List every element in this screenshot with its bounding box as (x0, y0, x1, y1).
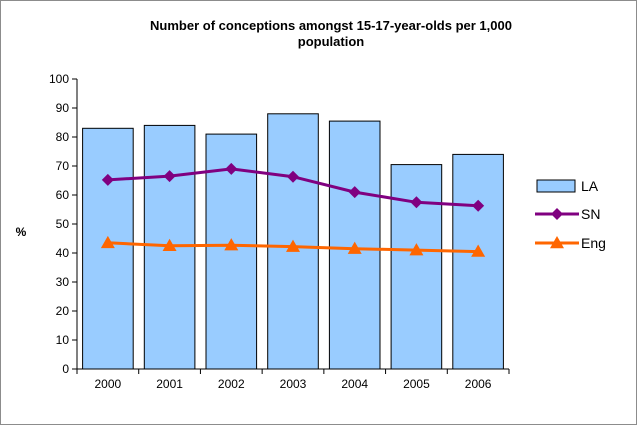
x-tick-label-2002: 2002 (218, 377, 245, 391)
legend-swatch-la (536, 179, 576, 193)
point-eng-2005 (409, 243, 424, 256)
point-sn-2000 (101, 173, 114, 186)
axes-layer: 0 10 20 30 40 50 60 70 80 90 100 2000 2001 2002 2003 20… (49, 72, 510, 391)
y-tick-label-90: 90 (56, 101, 70, 115)
y-tick-label-30: 30 (56, 275, 70, 289)
point-eng-2006 (471, 244, 486, 257)
point-eng-2000 (100, 235, 115, 249)
legend-label-la: LA (581, 178, 599, 194)
point-sn-2003 (287, 170, 299, 183)
chart-title-line-2: population (298, 34, 364, 49)
chart-title-line-1: Number of conceptions amongst 15-17-year… (150, 18, 512, 33)
legend-marker-sn (551, 208, 563, 220)
bar-la-2006 (452, 153, 504, 370)
point-sn-2005 (410, 196, 423, 209)
x-tick-label-2001: 2001 (156, 377, 183, 391)
legend: LA SN Eng (535, 178, 606, 251)
x-tick-label-2003: 2003 (280, 377, 307, 391)
y-tick-label-20: 20 (56, 304, 70, 318)
point-sn-2006 (472, 199, 485, 212)
bar-la-2000 (82, 127, 134, 370)
point-sn-2002 (225, 162, 238, 175)
y-tick-label-10: 10 (56, 333, 70, 347)
y-tick-label-80: 80 (56, 130, 70, 144)
point-sn-2001 (163, 170, 176, 183)
y-axis-label: % (16, 225, 27, 239)
y-tick-label-50: 50 (56, 217, 70, 231)
legend-label-sn: SN (581, 206, 600, 222)
point-sn-2004 (348, 186, 361, 199)
legend-marker-eng (550, 236, 564, 249)
x-tick-label-2006: 2006 (465, 377, 492, 391)
point-eng-2002 (224, 238, 239, 251)
point-eng-2003 (286, 239, 300, 252)
bar-la-2005 (390, 164, 443, 370)
y-tick-label-70: 70 (56, 159, 70, 173)
y-tick-label-60: 60 (56, 188, 70, 202)
lines-layer (100, 162, 486, 257)
point-eng-2001 (162, 238, 177, 251)
y-tick-label-100: 100 (49, 72, 69, 86)
x-tick-label-2000: 2000 (95, 377, 122, 391)
point-eng-2004 (347, 241, 362, 254)
y-tick-label-0: 0 (62, 362, 69, 376)
x-tick-label-2005: 2005 (403, 377, 430, 391)
x-tick-label-2004: 2004 (341, 377, 368, 391)
legend-label-eng: Eng (581, 235, 606, 251)
y-tick-label-40: 40 (56, 246, 70, 260)
